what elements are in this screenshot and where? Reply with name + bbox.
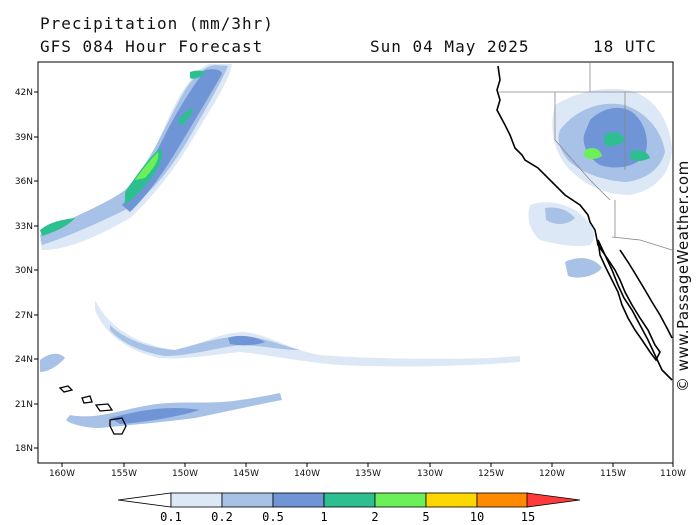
lat-tick-label: 30N [15,266,33,276]
lat-tick-label: 18N [15,444,33,454]
lon-tick-label: 160W [49,469,75,479]
lon-tick-label: 135W [355,469,381,479]
longitude-tick-labels: 160W 155W 150W 145W 140W 135W 130W 125W 120W 115W… [49,463,686,479]
borders [498,62,673,251]
lon-tick-label: 130W [417,469,443,479]
legend-color-box [170,492,223,508]
latitude-tick-labels: 42N 39N 36N 33N 30N 27N 24N 21N 18N [15,88,38,454]
lon-tick-label: 150W [172,469,198,479]
legend-color-boxes [170,492,529,508]
legend-left-arrow [117,492,172,508]
coastline [496,65,673,381]
lon-tick-label: 125W [478,469,504,479]
legend-color-box [425,492,478,508]
legend-label: 0.1 [160,510,182,524]
precip-legend: 0.1 0.2 0.5 1 2 5 10 15 [117,492,581,524]
legend-label: 5 [422,510,429,524]
lat-tick-label: 39N [15,133,33,143]
legend-color-box [374,492,427,508]
lat-tick-label: 36N [15,177,33,187]
legend-label: 2 [371,510,378,524]
lon-tick-label: 140W [294,469,320,479]
lat-tick-label: 27N [15,311,33,321]
lon-tick-label: 120W [539,469,565,479]
hawaii-islands [58,385,127,435]
legend-label: 1 [320,510,327,524]
lat-tick-label: 24N [15,355,33,365]
map-title: Precipitation (mm/3hr) [40,14,274,33]
forecast-model: GFS 084 Hour Forecast [40,37,264,56]
lat-tick-label: 21N [15,400,33,410]
legend-label: 0.2 [211,510,233,524]
forecast-time: 18 UTC [593,37,657,56]
lon-tick-label: 115W [600,469,626,479]
legend-color-box [272,492,325,508]
legend-color-box [476,492,529,508]
legend-color-box [323,492,376,508]
lon-tick-label: 110W [660,469,686,479]
lat-tick-label: 33N [15,222,33,232]
lon-tick-label: 145W [233,469,259,479]
legend-right-arrow [526,492,581,508]
legend-label: 15 [521,510,535,524]
legend-label: 10 [470,510,484,524]
lat-tick-label: 42N [15,88,33,98]
legend-labels: 0.1 0.2 0.5 1 2 5 10 15 [160,510,535,524]
lon-tick-label: 155W [111,469,137,479]
legend-label: 0.5 [262,510,284,524]
legend-color-box [221,492,274,508]
forecast-date: Sun 04 May 2025 [370,37,530,56]
credit-text: © www.PassageWeather.com [674,160,692,392]
precipitation-overlay [40,64,672,428]
